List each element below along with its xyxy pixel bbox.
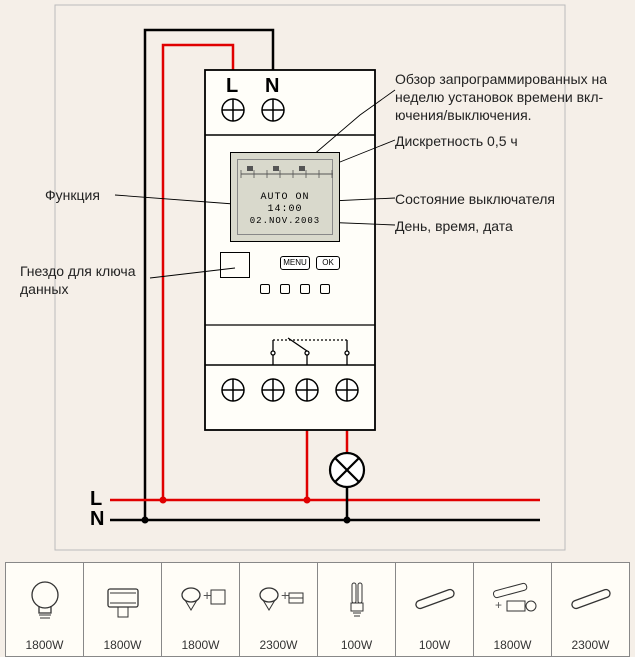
- tube-icon: [396, 563, 473, 636]
- lamp-symbol: [330, 453, 364, 487]
- svg-text:+: +: [203, 587, 211, 603]
- load-cell-tube: 100W: [395, 562, 474, 657]
- load-cell-bulb: 1800W: [5, 562, 84, 657]
- annotation-data-key: Гнездо для ключа данных: [20, 262, 136, 298]
- nav-button-4[interactable]: [320, 284, 330, 294]
- load-types-strip: 1800W 1800W + 1800W + 2300W 100W 100W + …: [5, 562, 630, 657]
- lcd-line2: 14:00: [238, 204, 332, 215]
- svg-text:+: +: [495, 598, 502, 612]
- bus-n-label: N: [90, 508, 104, 531]
- load-cell-flood: 1800W: [83, 562, 162, 657]
- load-watt-1: 1800W: [103, 636, 141, 656]
- lcd-line1: AUTO ON: [238, 192, 332, 203]
- annotation-discreteness: Дискретность 0,5 ч: [395, 132, 518, 150]
- lcd-screen: AUTO ON 14:00 02.NOV.2003: [230, 152, 340, 242]
- annotation-overview: Обзор запрограммированных на неделю уста…: [395, 70, 630, 125]
- bulb-icon: [6, 563, 83, 636]
- data-key-slot[interactable]: [220, 252, 250, 278]
- flood-icon: [84, 563, 161, 636]
- svg-text:+: +: [281, 587, 289, 603]
- load-watt-4: 100W: [341, 636, 372, 656]
- halogen-ballast-icon: +: [240, 563, 317, 636]
- annotation-day-time-date: День, время, дата: [395, 217, 513, 235]
- load-cell-halogen-ballast: + 2300W: [239, 562, 318, 657]
- tube-ballast-icon: +: [474, 563, 551, 636]
- load-cell-halogen: + 1800W: [161, 562, 240, 657]
- cfl-icon: [318, 563, 395, 636]
- nav-button-1[interactable]: [260, 284, 270, 294]
- load-watt-6: 1800W: [493, 636, 531, 656]
- load-watt-7: 2300W: [571, 636, 609, 656]
- menu-button[interactable]: MENU: [280, 256, 310, 270]
- load-cell-tube2: 2300W: [551, 562, 630, 657]
- load-watt-5: 100W: [419, 636, 450, 656]
- halogen-icon: +: [162, 563, 239, 636]
- nav-button-3[interactable]: [300, 284, 310, 294]
- tube2-icon: [552, 563, 629, 636]
- top-terminal-n-label: N: [265, 75, 279, 98]
- nav-button-2[interactable]: [280, 284, 290, 294]
- annotation-switch-state: Состояние выключателя: [395, 190, 555, 208]
- ok-button[interactable]: OK: [316, 256, 340, 270]
- top-terminal-l-label: L: [226, 75, 238, 98]
- load-watt-0: 1800W: [25, 636, 63, 656]
- load-watt-3: 2300W: [259, 636, 297, 656]
- load-cell-tube-ballast: + 1800W: [473, 562, 552, 657]
- load-watt-2: 1800W: [181, 636, 219, 656]
- annotation-function: Функция: [45, 186, 100, 204]
- load-cell-cfl: 100W: [317, 562, 396, 657]
- lcd-line3: 02.NOV.2003: [238, 216, 332, 226]
